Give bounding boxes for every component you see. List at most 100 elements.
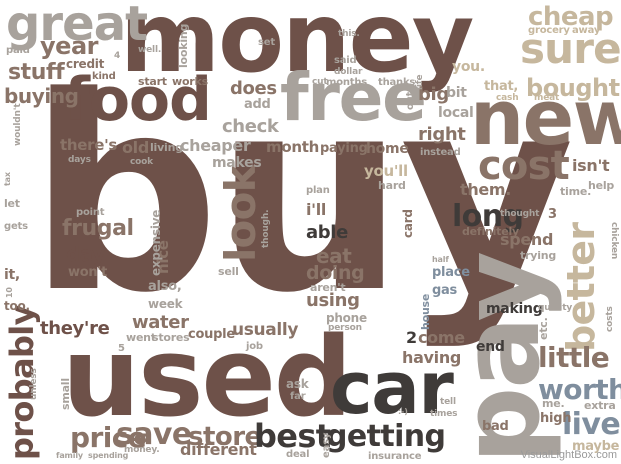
word-meat: meat — [534, 93, 560, 103]
word-living: living — [150, 141, 183, 154]
word-insurance: insurance — [368, 451, 422, 462]
word-plan: plan — [306, 185, 330, 196]
word-definitely: definitely — [462, 225, 519, 238]
word-house: house — [419, 293, 432, 330]
word-save: save — [116, 417, 192, 452]
word-trying: trying — [520, 249, 557, 262]
word-end: end — [476, 339, 505, 355]
word-days: days — [68, 155, 91, 165]
word-you: you. — [452, 59, 485, 75]
word-long: long — [452, 199, 524, 234]
word-credit: credit — [66, 57, 105, 71]
word-food: food — [64, 65, 212, 135]
word-big: big — [418, 84, 449, 105]
word-cut: cut — [312, 77, 328, 87]
watermark-text: VisualLightBox.com — [520, 449, 617, 461]
word-makes: makes — [212, 155, 262, 171]
word-smiley: :-) — [398, 407, 408, 416]
word-used: used — [62, 313, 353, 441]
word-three: 3 — [548, 207, 557, 222]
word-etc: etc. — [537, 317, 550, 340]
word-cheaper: cheaper — [180, 136, 251, 155]
word-car: car — [330, 346, 454, 430]
word-best: best — [254, 417, 331, 455]
word-help: help — [588, 179, 615, 192]
word-gets: gets — [4, 221, 28, 232]
word-better: better — [559, 222, 603, 352]
word-said: said — [334, 55, 357, 66]
word-add: add — [244, 97, 271, 112]
word-life: life — [415, 74, 425, 90]
word-quality: quality — [538, 303, 573, 313]
word-five: 5 — [118, 343, 125, 354]
word-getting: getting — [326, 419, 446, 454]
word-money2: money. — [124, 445, 160, 455]
word-price: price — [70, 421, 147, 454]
word-theres: there's — [60, 136, 118, 154]
word-easy: easy — [321, 432, 332, 458]
word-eat: eat — [316, 244, 352, 268]
word-cash: cash — [496, 93, 519, 103]
word-high: high — [540, 411, 572, 426]
word-extra: extra — [584, 399, 616, 412]
word-wouldnt: wouldn't — [13, 103, 23, 146]
word-away: away — [572, 25, 601, 36]
word-free: free — [280, 59, 427, 136]
word-buying: buying — [4, 84, 79, 108]
word-water: water — [132, 312, 189, 333]
word-tell: tell — [440, 397, 456, 407]
word-small: small — [59, 378, 72, 410]
word-maybe: maybe — [572, 439, 620, 454]
word-having: having — [402, 348, 462, 367]
word-that: that, — [484, 79, 519, 94]
word-grocery: grocery — [528, 25, 570, 36]
word-bad: bad — [482, 419, 509, 434]
word-frugal: frugal — [62, 216, 134, 241]
word-right: right — [418, 124, 466, 145]
word-check: check — [222, 116, 279, 137]
word-person: person — [328, 323, 362, 333]
word-set: set — [258, 37, 275, 48]
word-old: old — [122, 138, 149, 157]
word-thought: thought — [500, 209, 540, 219]
word-costs: costs — [605, 306, 615, 332]
word-stuff: stuff — [8, 60, 65, 85]
word-kind: kind — [92, 71, 116, 82]
word-great: great — [6, 0, 148, 52]
word-come: come — [418, 328, 465, 347]
word-chicken: chicken — [609, 222, 619, 260]
word-bit: bit — [446, 85, 467, 101]
word-live: live — [562, 407, 621, 442]
word-though: though. — [261, 209, 271, 248]
word-card: card — [401, 209, 415, 238]
word-works: works — [172, 75, 208, 88]
word-them: them. — [460, 180, 512, 199]
word-it: it, — [4, 267, 20, 283]
word-bought: bought — [526, 74, 620, 102]
word-youll: you'll — [364, 162, 408, 180]
word-able: able — [306, 222, 348, 243]
word-dollar: dollar — [334, 67, 363, 77]
word-home: home — [366, 141, 409, 157]
word-usually: usually — [232, 320, 299, 340]
word-day: day — [66, 242, 106, 266]
word-phone: phone — [326, 311, 367, 325]
word-week: week — [148, 297, 183, 311]
word-tax: tax — [3, 172, 12, 186]
word-job: job — [246, 341, 263, 352]
word-year: year — [40, 32, 99, 60]
word-looking: looking — [177, 23, 190, 68]
word-instead: instead — [420, 147, 461, 158]
word-spend: spend — [500, 230, 554, 249]
word-cook: cook — [130, 157, 153, 167]
word-let: let — [4, 197, 20, 210]
word-well: well. — [138, 45, 162, 55]
word-too: too. — [4, 299, 30, 313]
word-spending: spending — [88, 451, 129, 460]
word-ten: 10 — [5, 287, 14, 298]
word-arent: aren't — [310, 281, 346, 294]
word-local: local — [438, 105, 474, 121]
word-far: far — [290, 391, 306, 402]
word-money: money — [120, 0, 474, 94]
